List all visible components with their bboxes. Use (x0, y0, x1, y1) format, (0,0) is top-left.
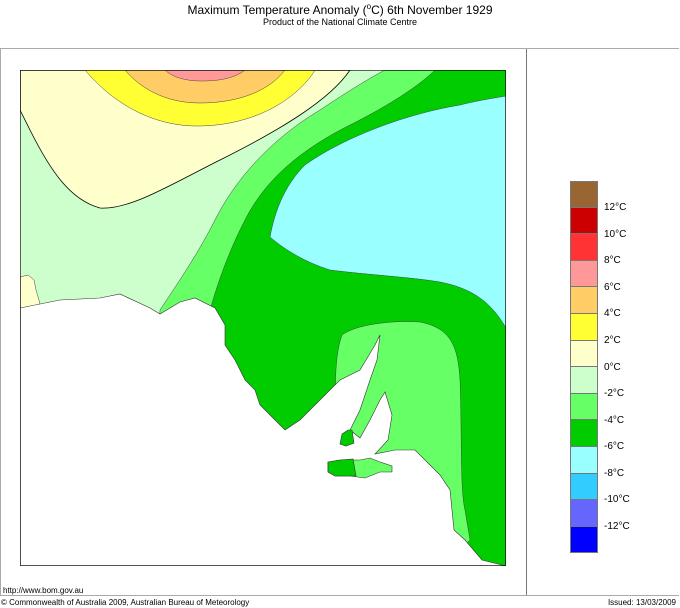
band-pos6 (164, 70, 246, 82)
legend-label: -6°C (604, 441, 625, 452)
legend-label: -10°C (604, 494, 630, 505)
legend-label: -8°C (604, 468, 625, 479)
band-neg8 (269, 95, 506, 329)
legend-swatch (570, 287, 598, 314)
legend-label: -2°C (604, 388, 625, 399)
kangaroo-island-west (327, 458, 357, 477)
legend-label: 4°C (604, 308, 621, 319)
legend-swatch (570, 420, 598, 447)
legend-swatch (570, 526, 598, 554)
yorke-tip (339, 429, 355, 447)
map-subtitle: Product of the National Climate Centre (262, 17, 418, 27)
title-degree: o (366, 2, 372, 11)
legend-label: 12°C (604, 202, 627, 213)
legend-label: 6°C (604, 282, 621, 293)
map-border (20, 70, 506, 566)
legend-label: 2°C (604, 335, 621, 346)
legend-swatch (570, 260, 598, 288)
legend-swatch (570, 393, 598, 421)
legend-swatch (570, 473, 598, 501)
map-title: Maximum Temperature Anomaly (oC) 6th Nov… (0, 0, 680, 17)
legend-swatch (570, 367, 598, 394)
legend-swatch (570, 207, 598, 235)
legend-label: 0°C (604, 362, 621, 373)
anomaly-map (20, 70, 506, 566)
title-prefix: Maximum Temperature Anomaly ( (187, 3, 367, 17)
legend-swatch (570, 500, 598, 527)
legend-label: 10°C (604, 229, 627, 240)
title-suffix: C) 6th November 1929 (371, 3, 493, 17)
legend-label: -12°C (604, 521, 630, 532)
band-pos4 (124, 70, 286, 104)
legend-swatch (570, 234, 598, 261)
legend-label: 8°C (604, 255, 621, 266)
legend-swatch (570, 313, 598, 341)
legend-swatch (570, 446, 598, 474)
legend-divider (526, 49, 527, 595)
copyright-notice: © Commonwealth of Australia 2009, Austra… (1, 598, 250, 607)
map-frame (0, 48, 679, 596)
issued-date: Issued: 13/03/2009 (607, 598, 676, 607)
sea-area (20, 293, 506, 566)
color-legend: 12°C 10°C 8°C 6°C 4°C 2°C 0°C -2°C -4°C … (570, 181, 630, 554)
website-link[interactable]: http://www.bom.gov.au (3, 586, 84, 595)
legend-swatch (570, 181, 598, 208)
legend-swatch (570, 340, 598, 368)
legend-label: -4°C (604, 415, 625, 426)
